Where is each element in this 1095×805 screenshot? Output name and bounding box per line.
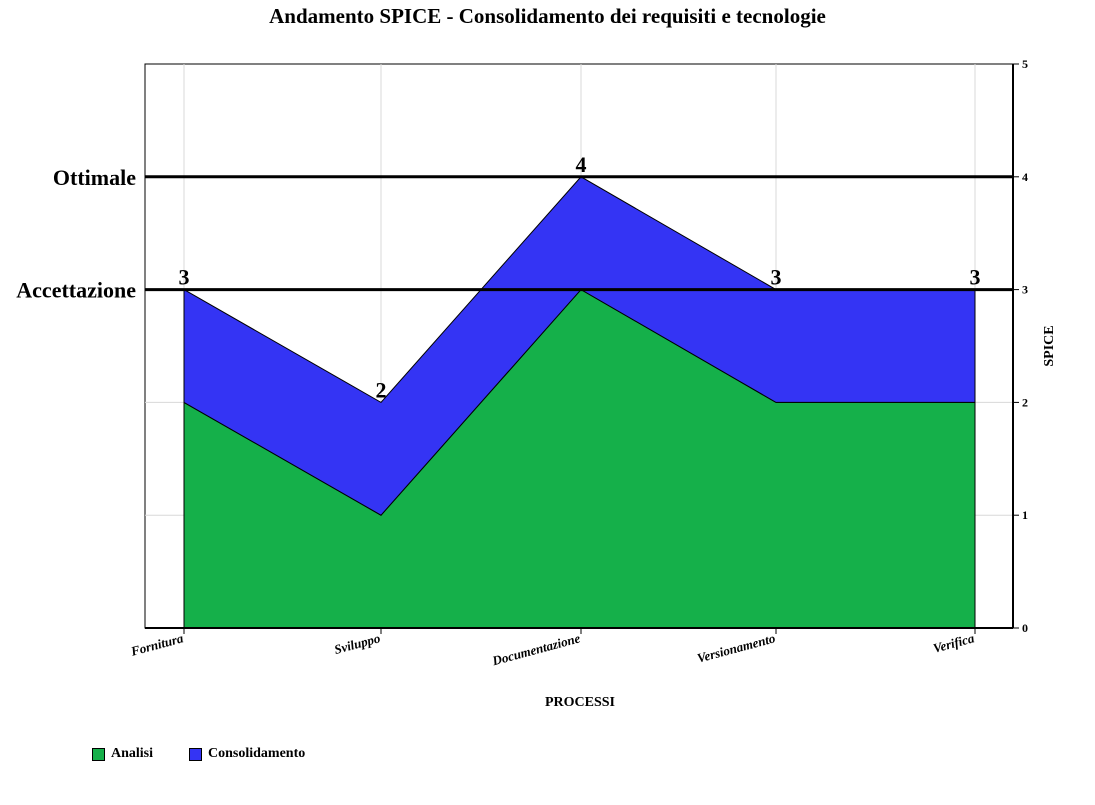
- data-label: 3: [771, 265, 782, 290]
- legend-entry-analisi: Analisi: [92, 746, 153, 762]
- data-label: 4: [576, 152, 587, 177]
- chart-title: Andamento SPICE - Consolidamento dei req…: [269, 4, 826, 28]
- y-tick-label: 3: [1022, 283, 1028, 297]
- legend-label-consolidamento: Consolidamento: [208, 746, 306, 761]
- x-tick-label: Documentazione: [490, 630, 582, 668]
- x-axis-title: PROCESSI: [545, 695, 615, 710]
- data-label: 3: [179, 265, 190, 290]
- legend-entry-consolidamento: Consolidamento: [189, 746, 305, 762]
- reference-label-accettazione: Accettazione: [16, 278, 136, 303]
- y-tick-label: 5: [1022, 57, 1028, 71]
- data-label: 3: [970, 265, 981, 290]
- x-tick-label: Sviluppo: [333, 630, 383, 657]
- reference-label-ottimale: Ottimale: [53, 165, 136, 190]
- legend-swatch-consolidamento: [189, 747, 203, 761]
- legend-label-analisi: Analisi: [111, 746, 154, 761]
- area-series-consolidamento: [183, 176, 976, 516]
- data-label: 2: [376, 377, 387, 402]
- legend-swatch-analisi: [92, 747, 105, 761]
- x-tick-label: Verifica: [931, 630, 976, 655]
- y-tick-label: 4: [1022, 170, 1028, 184]
- y-tick-label: 1: [1022, 508, 1028, 522]
- y-axis-title: SPICE: [1042, 325, 1057, 366]
- y-tick-label: 2: [1022, 395, 1028, 409]
- x-tick-label: Fornitura: [128, 630, 185, 659]
- y-tick-label: 0: [1022, 621, 1028, 635]
- x-tick-label: Versionamento: [695, 630, 777, 665]
- legend: Analisi Consolidamento: [92, 746, 305, 762]
